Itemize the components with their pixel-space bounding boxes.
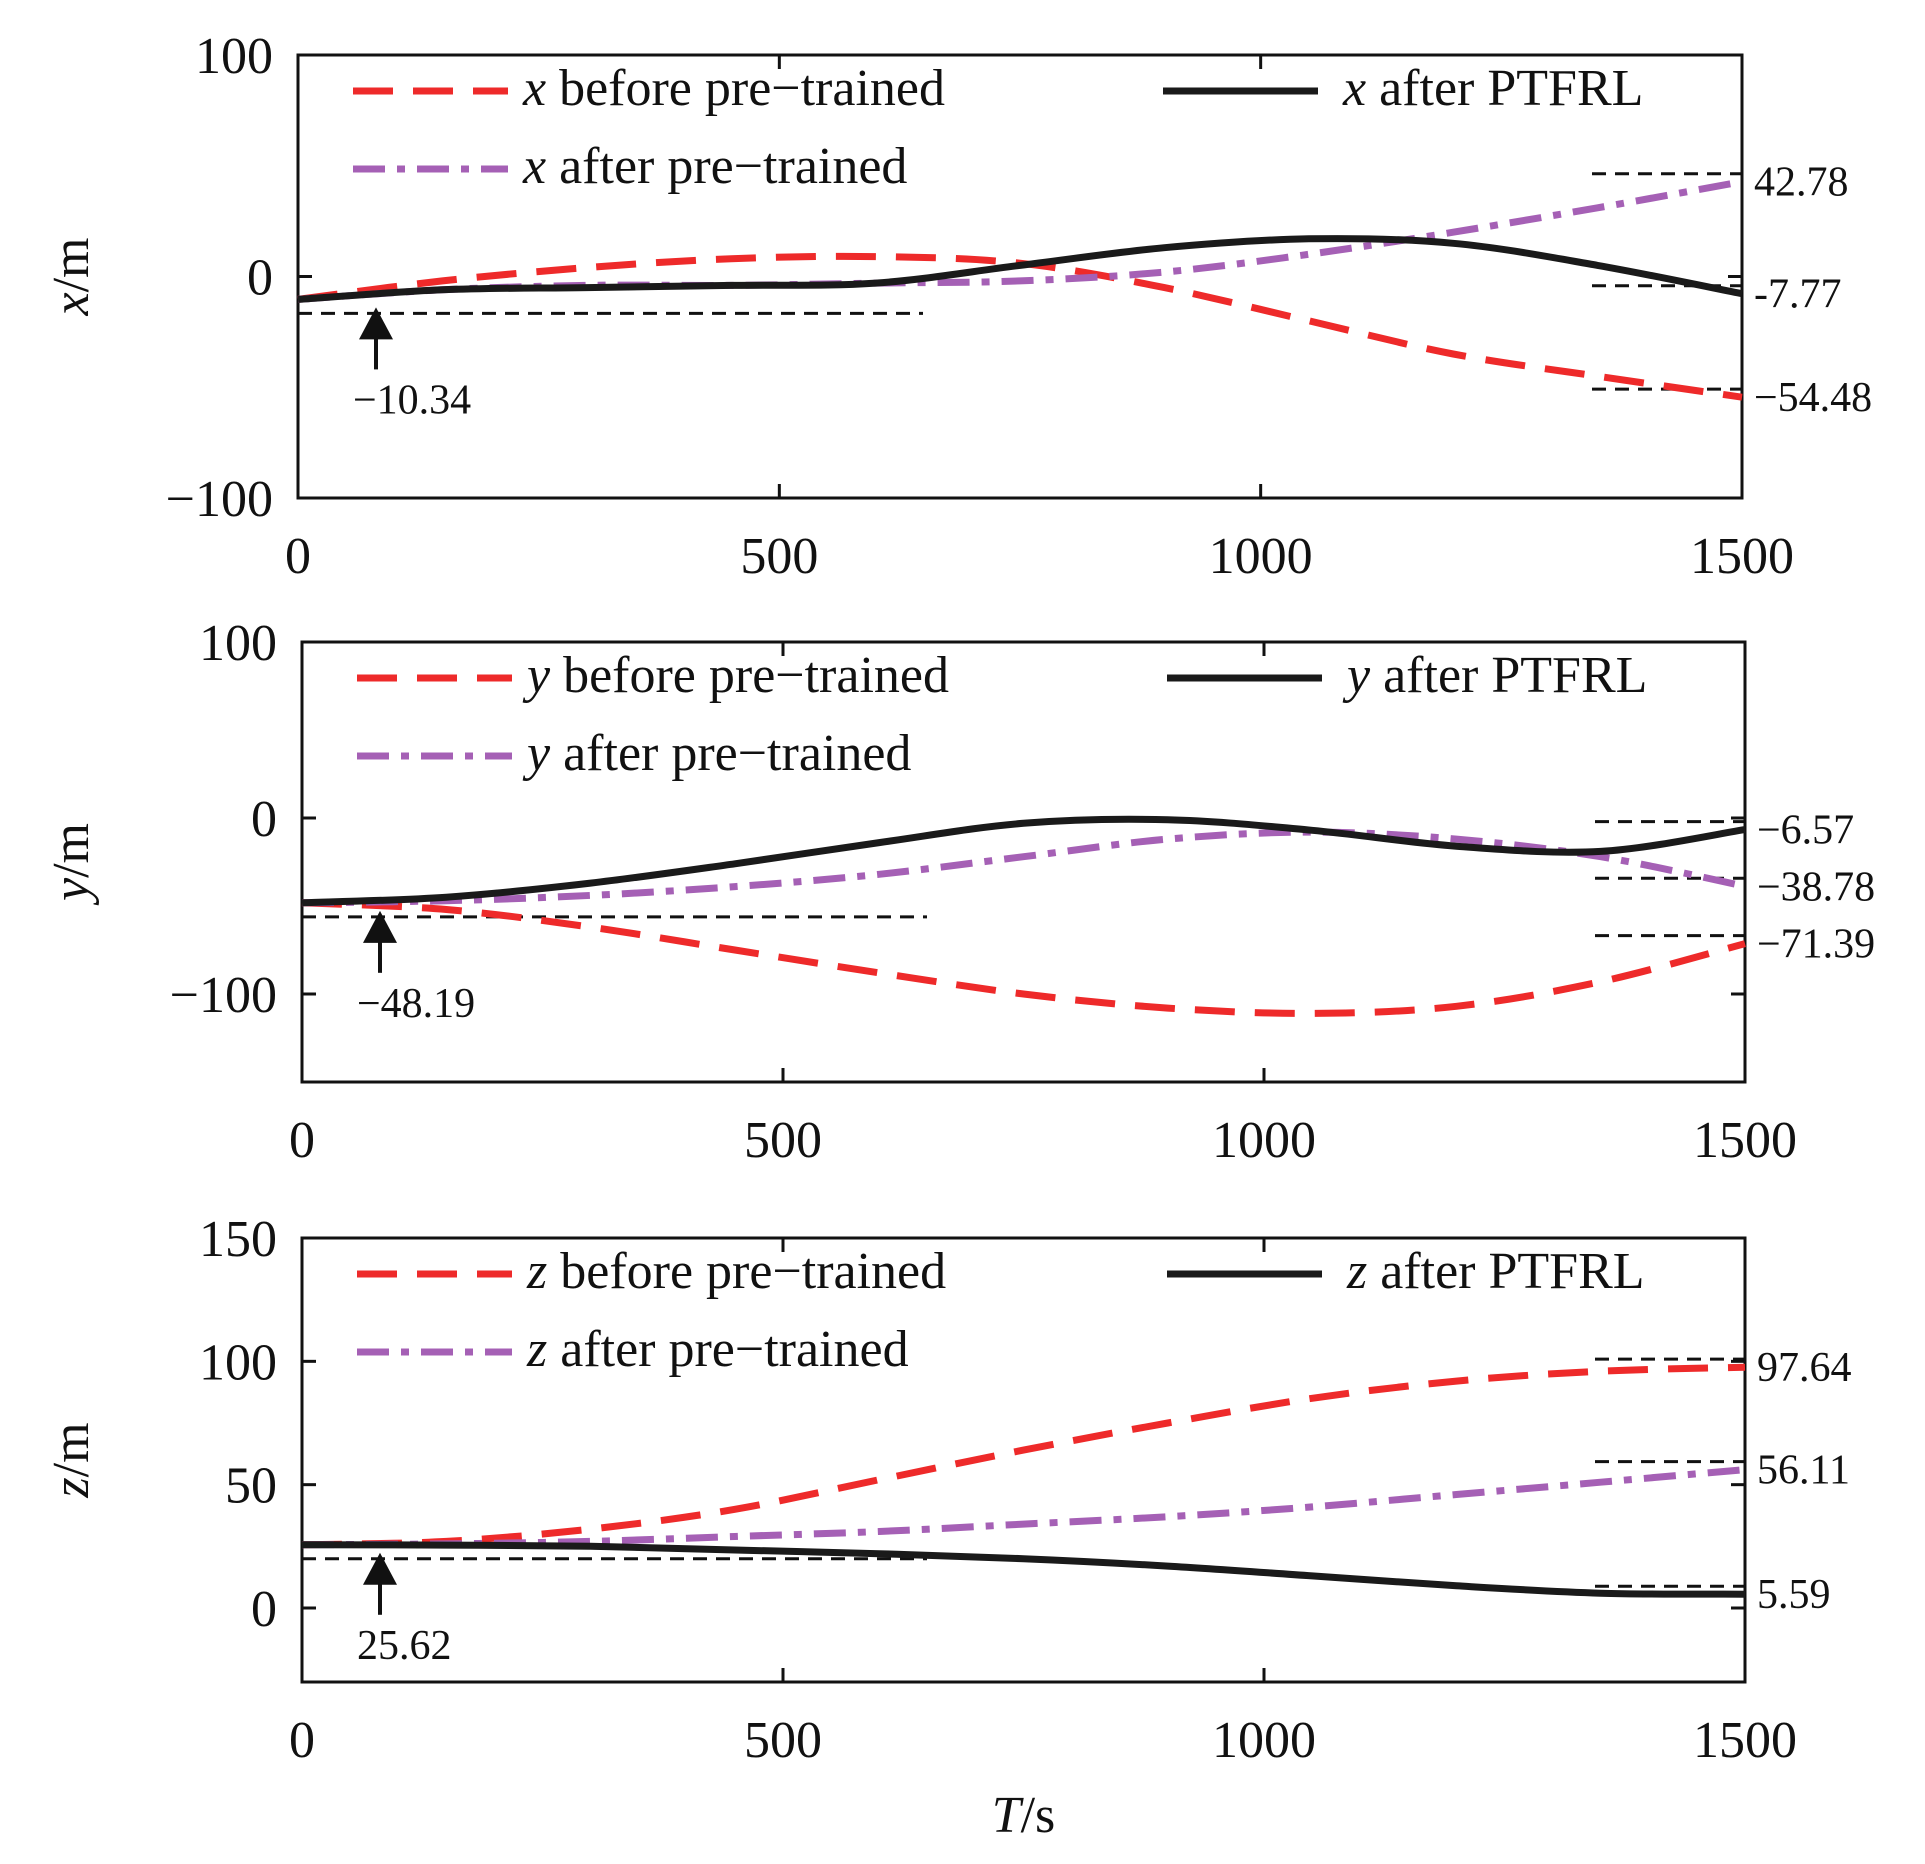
end-value-label: 5.59 [1757,1572,1831,1618]
panel-y: 0 500 1000 15001000−100y/m−48.19−6.57−38.78… [43,615,1875,1169]
legend-label-text: before pre−trained [547,1243,946,1300]
y-tick-label: 50 [225,1458,277,1515]
y-tick-label: −100 [166,471,273,528]
series-line-after_pretrained [301,828,1746,907]
legend-label-text: after PTFRL [1370,647,1647,704]
panel-z: 0 500 1000 1500150100500z/mT/s25.6297.6456.… [43,1211,1852,1844]
x-tick-label: 1000 [1209,528,1313,585]
plot-frame [300,640,1747,1084]
y-tick-label: 0 [251,791,277,848]
end-value-label: −71.39 [1757,922,1875,968]
legend-label-after_pretrained: z after pre−trained [526,1321,909,1378]
legend-label-var: y [522,725,551,782]
start-arrow-head [359,307,393,340]
series-line-before [301,899,1746,1017]
y-axis-label: y/m [43,823,100,906]
y-axis-label: z/m [43,1422,100,1498]
legend-label-var: y [1342,647,1371,704]
x-tick-label: 500 [744,1712,822,1769]
start-value-label: 25.62 [357,1623,452,1669]
x-tick-label: 0 [289,1712,315,1769]
legend-label-text: after PTFRL [1366,60,1643,117]
legend-label-after_pretrained: y after pre−trained [522,725,911,782]
legend-label-before: y before pre−trained [522,647,949,704]
x-tick-label: 1500 [1693,1712,1797,1769]
legend-label-after_ptfrl: z after PTFRL [1346,1243,1645,1300]
legend-label-text: after PTFRL [1367,1243,1644,1300]
legend-label-text: after pre−trained [550,725,911,782]
series-line-after_pretrained [301,1466,1746,1549]
series-line-after_ptfrl [301,1541,1746,1598]
y-tick-label: −100 [170,967,277,1024]
x-tick-label: 1500 [1693,1112,1797,1169]
y-axis-label-unit: /m [43,823,100,878]
legend-label-var: x [522,60,546,117]
legend-label-text: before pre−trained [550,647,949,704]
y-tick-label: 100 [195,28,273,85]
y-axis-label: x/m [43,238,100,317]
x-tick-label: 0 [285,528,311,585]
plot-frame [300,1236,1747,1684]
end-value-label: 42.78 [1754,160,1849,206]
y-tick-label: 0 [247,250,273,307]
series-line-before [301,1363,1746,1549]
legend-label-var: z [1346,1243,1367,1300]
legend-label-text: before pre−trained [546,60,945,117]
legend-label-var: y [522,647,551,704]
x-axis-label-unit: /s [1021,1787,1056,1844]
y-axis-label-unit: /m [43,238,100,293]
legend-label-after_pretrained: x after pre−trained [522,138,907,195]
x-axis-label: T/s [992,1787,1056,1844]
legend-label-after_ptfrl: y after PTFRL [1342,647,1647,704]
y-tick-label: 0 [251,1581,277,1638]
legend-label-var: z [526,1243,547,1300]
end-value-label: −38.78 [1757,864,1875,910]
x-tick-label: 1500 [1690,528,1794,585]
x-tick-label: 0 [289,1112,315,1169]
panel-x: 0 500 1000 15001000−100x/m−10.3442.78-7.77−… [43,28,1872,585]
y-axis-label-var: z [43,1477,100,1498]
end-value-label: 97.64 [1757,1345,1852,1391]
end-value-label: −6.57 [1757,808,1854,854]
legend-label-var: z [526,1321,547,1378]
series-line-after_ptfrl [301,815,1746,907]
legend-label-after_ptfrl: x after PTFRL [1342,60,1643,117]
series-line-after_pretrained [297,178,1743,303]
y-axis-label-unit: /m [43,1422,100,1477]
y-axis-label-var: y [43,877,100,906]
y-axis-label-var: x [43,292,100,316]
start-value-label: −10.34 [353,377,471,423]
x-axis-label-var: T [992,1787,1024,1844]
legend-label-before: z before pre−trained [526,1243,946,1300]
legend-label-before: x before pre−trained [522,60,945,117]
y-tick-label: 100 [199,615,277,672]
start-value-label: −48.19 [357,981,475,1027]
end-value-label: 56.11 [1757,1448,1850,1494]
legend-label-var: x [522,138,546,195]
x-tick-label: 500 [740,528,818,585]
start-arrow-head [363,1552,397,1585]
x-tick-label: 500 [744,1112,822,1169]
end-value-label: -7.77 [1754,272,1842,318]
start-arrow-head [363,910,397,943]
series-line-after_ptfrl [297,235,1743,303]
legend-label-text: after pre−trained [546,138,907,195]
y-tick-label: 100 [199,1334,277,1391]
legend-label-text: after pre−trained [547,1321,908,1378]
y-tick-label: 150 [199,1211,277,1268]
legend-label-var: x [1342,60,1366,117]
end-value-label: −54.48 [1754,375,1872,421]
x-tick-label: 1000 [1212,1112,1316,1169]
x-tick-label: 1000 [1212,1712,1316,1769]
